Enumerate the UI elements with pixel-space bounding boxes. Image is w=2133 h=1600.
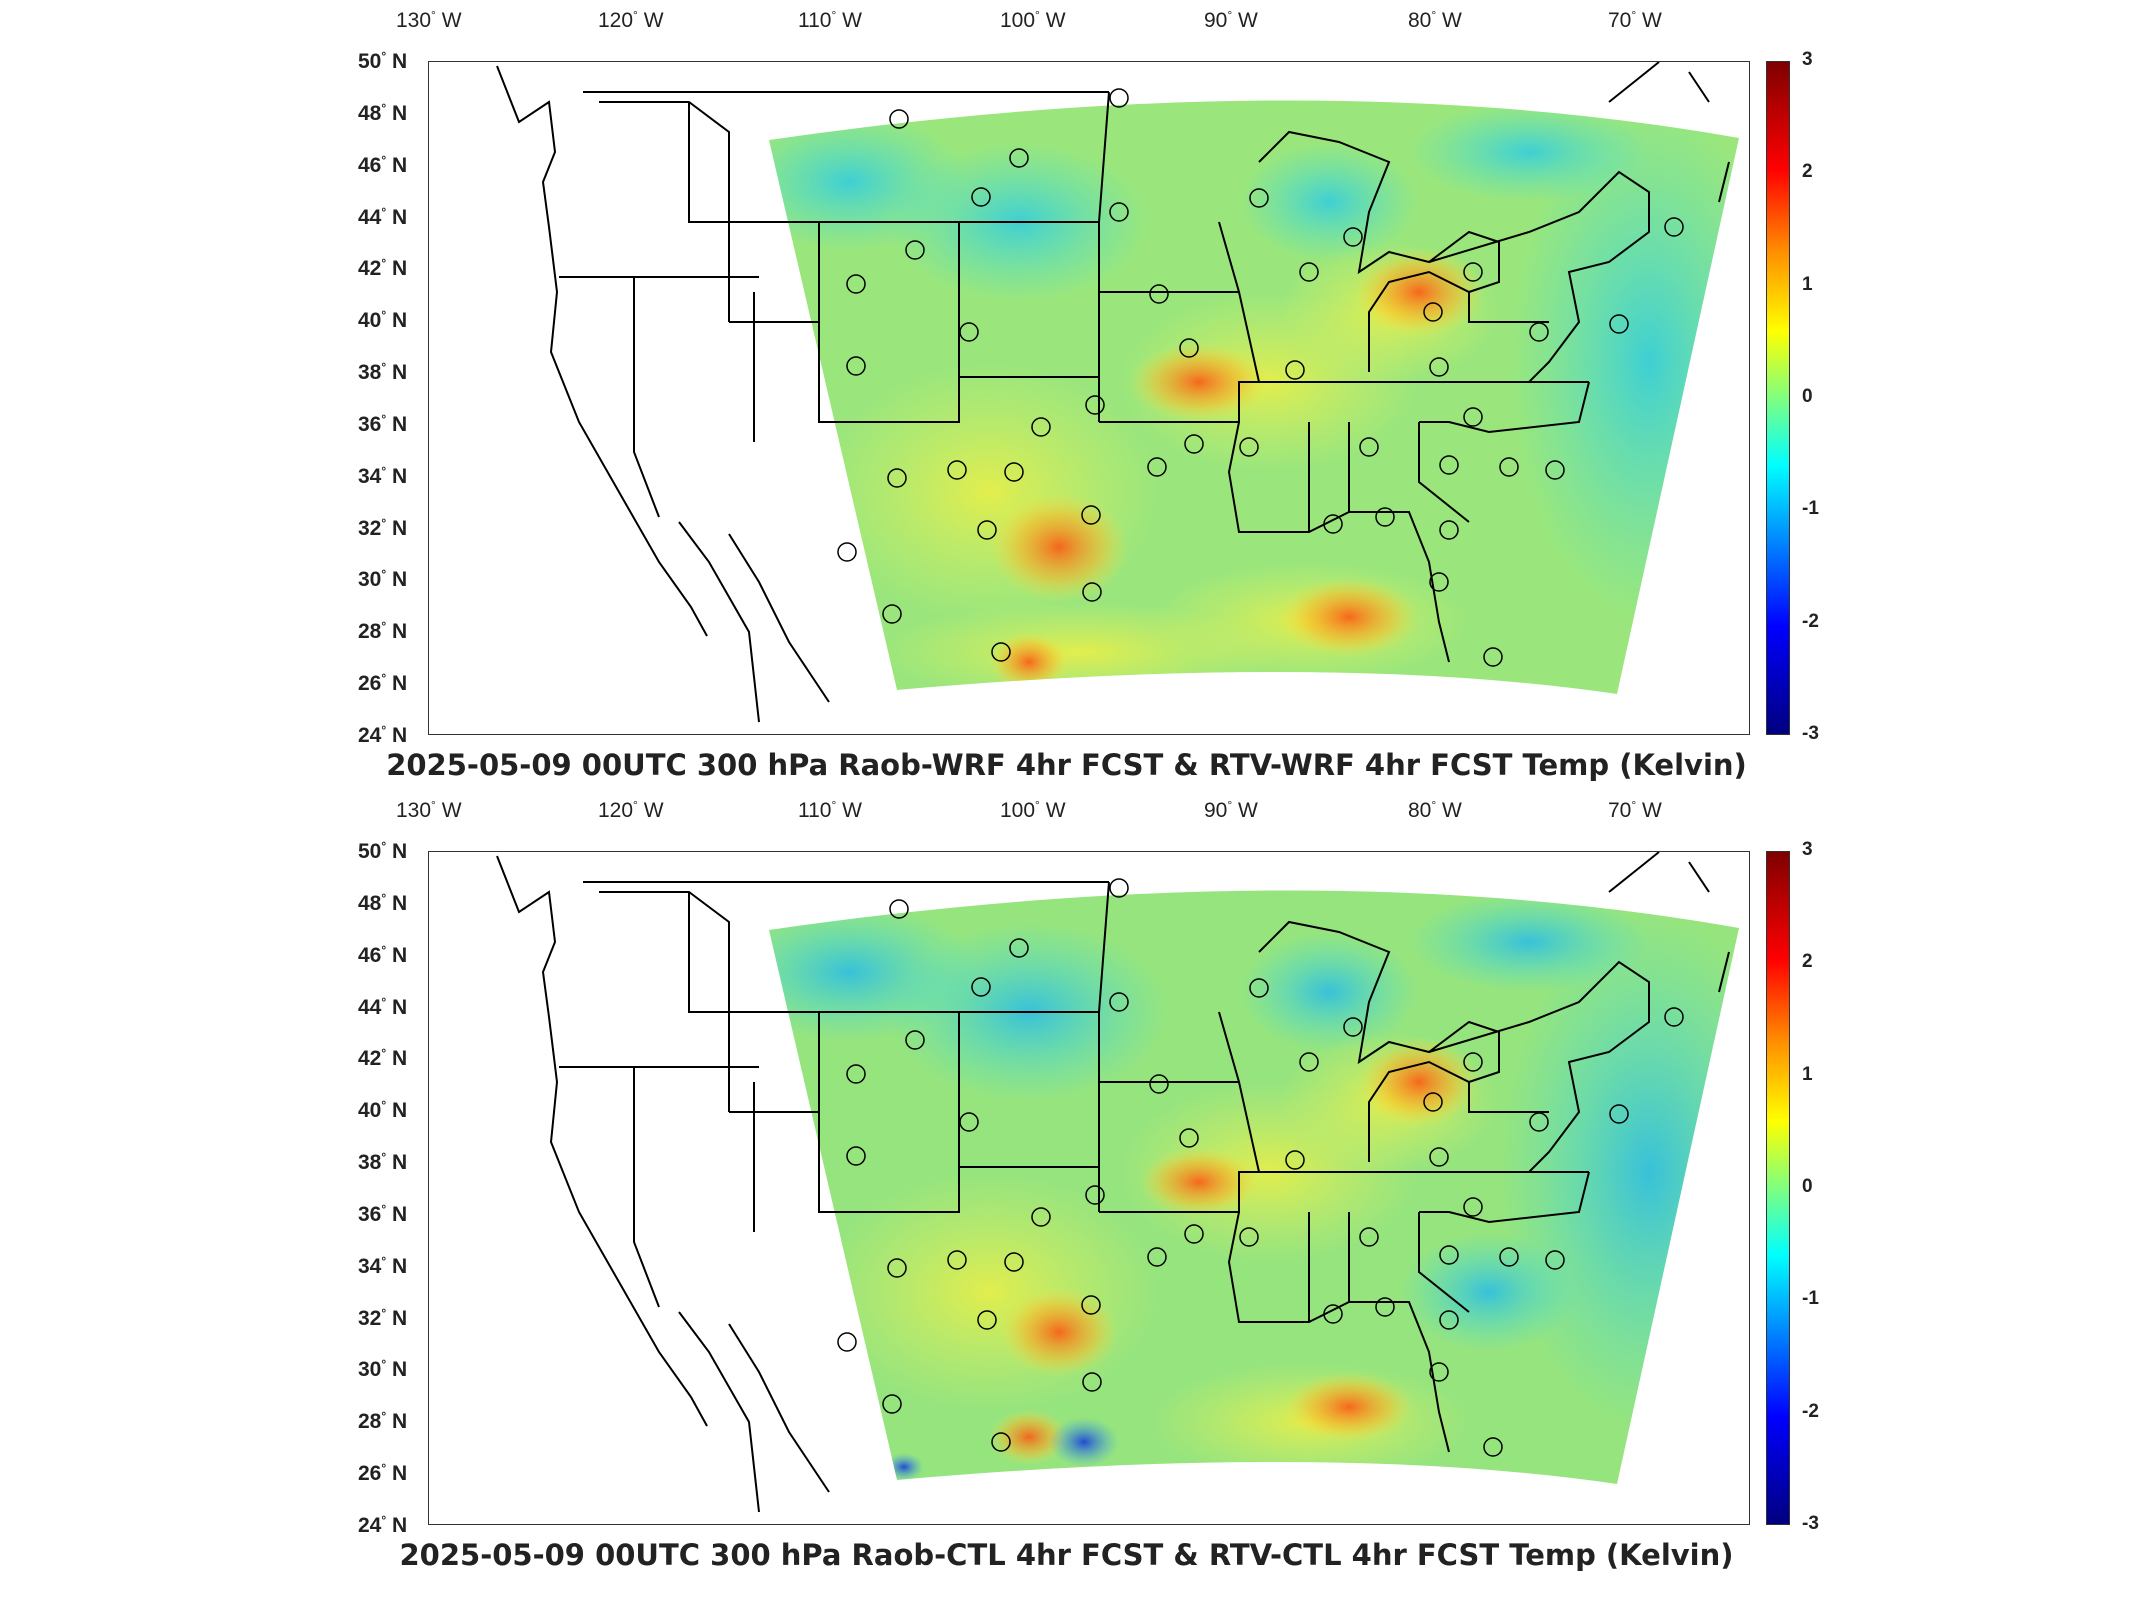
colorbar-tick-top: -2 bbox=[1802, 610, 1819, 632]
latitude-label-top: 46° N bbox=[358, 152, 408, 177]
map-frame-top bbox=[428, 61, 1750, 735]
colorbar-tick-bottom: 2 bbox=[1802, 951, 1813, 973]
colorbar-tick-top: -1 bbox=[1802, 498, 1819, 520]
latitude-label-top: 36° N bbox=[358, 411, 408, 436]
map-panel-bottom: 130° W 120° W 110° W 100° W 90° W 80° W 70° W … bbox=[0, 790, 2133, 1580]
longitude-label-top: 80° W bbox=[1408, 8, 1462, 32]
longitude-label-top: 120° W bbox=[598, 8, 664, 32]
panel-title-bottom: 2025-05-09 00UTC 300 hPa Raob-CTL 4hr FC… bbox=[399, 1538, 1734, 1572]
temperature-difference-map-bottom bbox=[496, 852, 1739, 1513]
latitude-label-bottom: 44° N bbox=[358, 994, 408, 1019]
latitude-label-bottom: 32° N bbox=[358, 1305, 408, 1330]
latitude-label-bottom: 30° N bbox=[358, 1357, 408, 1382]
colorbar-tick-bottom: 3 bbox=[1802, 839, 1813, 860]
latitude-label-bottom: 24° N bbox=[358, 1513, 408, 1537]
latitude-label-top: 44° N bbox=[358, 204, 408, 229]
latitude-label-bottom: 50° N bbox=[358, 839, 408, 863]
longitude-label-top: 130° W bbox=[396, 8, 462, 32]
latitude-label-bottom: 46° N bbox=[358, 942, 408, 967]
map-panel-top: 130° W 120° W 110° W 100° W 90° W 80° W 70° W … bbox=[0, 0, 2133, 790]
latitude-label-bottom: 26° N bbox=[358, 1461, 408, 1486]
latitude-label-top: 38° N bbox=[358, 360, 408, 385]
latitude-label-bottom: 42° N bbox=[358, 1046, 408, 1071]
latitude-label-top: 30° N bbox=[358, 567, 408, 592]
raob-stations-bottom bbox=[837, 878, 1684, 1457]
latitude-label-top: 50° N bbox=[358, 49, 408, 73]
colorbar-tick-bottom: -1 bbox=[1802, 1288, 1819, 1310]
latitude-label-bottom: 40° N bbox=[358, 1098, 408, 1123]
latitude-label-bottom: 28° N bbox=[358, 1409, 408, 1434]
longitude-label-bottom: 100° W bbox=[1000, 798, 1066, 822]
longitude-label-bottom: 90° W bbox=[1204, 798, 1258, 822]
longitude-label-top: 90° W bbox=[1204, 8, 1258, 32]
map-frame-bottom bbox=[428, 851, 1750, 1525]
latitude-label-bottom: 38° N bbox=[358, 1150, 408, 1175]
longitude-label-bottom: 80° W bbox=[1408, 798, 1462, 822]
latitude-label-top: 40° N bbox=[358, 308, 408, 333]
latitude-label-bottom: 48° N bbox=[358, 890, 408, 915]
latitude-label-top: 28° N bbox=[358, 619, 408, 644]
latitude-label-top: 26° N bbox=[358, 671, 408, 696]
longitude-label-bottom: 120° W bbox=[598, 798, 664, 822]
colorbar-tick-top: 0 bbox=[1802, 386, 1813, 407]
colorbar-tick-top: 1 bbox=[1802, 273, 1813, 295]
latitude-label-top: 24° N bbox=[358, 723, 408, 747]
longitude-label-bottom: 70° W bbox=[1608, 798, 1662, 822]
colorbar-tick-bottom: 0 bbox=[1802, 1176, 1813, 1197]
latitude-label-bottom: 36° N bbox=[358, 1201, 408, 1226]
longitude-label-top: 110° W bbox=[798, 8, 862, 32]
raob-stations-top bbox=[837, 88, 1684, 667]
latitude-label-top: 34° N bbox=[358, 463, 408, 488]
longitude-label-top: 100° W bbox=[1000, 8, 1066, 32]
colorbar-tick-top: -3 bbox=[1802, 723, 1819, 744]
colorbar-tick-top: 3 bbox=[1802, 49, 1813, 70]
temperature-difference-map-top bbox=[496, 62, 1739, 723]
colorbar-tick-bottom: 1 bbox=[1802, 1063, 1813, 1085]
longitude-label-top: 70° W bbox=[1608, 8, 1662, 32]
colorbar-top bbox=[1766, 61, 1790, 735]
longitude-label-bottom: 110° W bbox=[798, 798, 862, 822]
latitude-label-bottom: 34° N bbox=[358, 1253, 408, 1278]
colorbar-tick-bottom: -2 bbox=[1802, 1400, 1819, 1422]
boundaries-top bbox=[496, 62, 1730, 723]
colorbar-tick-top: 2 bbox=[1802, 161, 1813, 183]
boundaries-bottom bbox=[496, 852, 1730, 1513]
latitude-label-top: 48° N bbox=[358, 100, 408, 125]
longitude-label-bottom: 130° W bbox=[396, 798, 462, 822]
panel-title-top: 2025-05-09 00UTC 300 hPa Raob-WRF 4hr FC… bbox=[386, 748, 1747, 782]
latitude-label-top: 42° N bbox=[358, 256, 408, 281]
colorbar-tick-bottom: -3 bbox=[1802, 1513, 1819, 1534]
latitude-label-top: 32° N bbox=[358, 515, 408, 540]
colorbar-bottom bbox=[1766, 851, 1790, 1525]
